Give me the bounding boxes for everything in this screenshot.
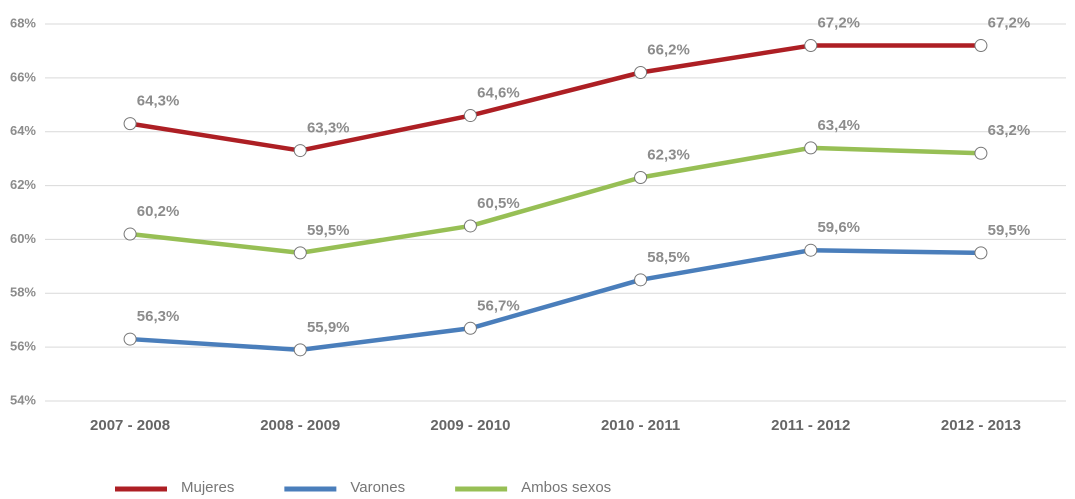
marker [974, 39, 988, 53]
line [129, 247, 981, 353]
data-label: 64,3% [137, 93, 180, 110]
marker [463, 109, 477, 123]
y-tick-label: 58% [10, 285, 36, 300]
marker [123, 227, 137, 241]
x-tick-label: 2008 - 2009 [260, 417, 340, 434]
marker [804, 39, 818, 53]
legend-label: Ambos sexos [521, 479, 611, 496]
x-tick-label: 2011 - 2012 [771, 417, 850, 434]
y-tick-label: 60% [10, 231, 36, 246]
x-tick-label: 2012 - 2013 [941, 417, 1021, 434]
marker [634, 170, 648, 184]
x-tick-label: 2007 - 2008 [90, 417, 170, 434]
line [129, 43, 981, 153]
data-label: 62,3% [647, 146, 690, 163]
x-tick-label: 2009 - 2010 [430, 417, 510, 434]
data-label: 67,2% [988, 15, 1031, 32]
y-tick-label: 54% [10, 392, 36, 407]
data-label: 60,5% [477, 195, 520, 212]
marker [634, 65, 648, 79]
data-label: 59,6% [817, 219, 860, 236]
marker [974, 146, 988, 160]
y-tick-label: 56% [10, 339, 36, 354]
data-label: 63,4% [817, 117, 860, 134]
data-label: 67,2% [817, 15, 860, 32]
marker [804, 243, 818, 257]
data-label: 56,7% [477, 297, 520, 314]
marker [293, 246, 307, 260]
data-label: 55,9% [307, 319, 350, 336]
marker [123, 332, 137, 346]
data-label: 56,3% [137, 308, 180, 325]
y-tick-label: 68% [10, 15, 36, 30]
x-tick-label: 2010 - 2011 [601, 417, 680, 434]
data-label: 59,5% [307, 222, 350, 239]
y-tick-label: 62% [10, 177, 36, 192]
data-label: 63,3% [307, 120, 350, 137]
marker [293, 144, 307, 158]
y-tick-label: 66% [10, 69, 36, 84]
data-label: 64,6% [477, 85, 520, 102]
marker [293, 343, 307, 357]
legend-label: Mujeres [181, 479, 234, 496]
data-label: 58,5% [647, 249, 690, 266]
marker [123, 117, 137, 131]
marker [463, 219, 477, 233]
legend-label: Varones [350, 479, 405, 496]
marker [804, 141, 818, 155]
marker [634, 273, 648, 287]
marker [463, 321, 477, 335]
data-label: 63,2% [988, 122, 1031, 139]
y-tick-label: 64% [10, 123, 36, 138]
data-label: 59,5% [988, 222, 1031, 239]
data-label: 66,2% [647, 41, 690, 58]
line [129, 145, 981, 256]
data-label: 60,2% [137, 203, 180, 220]
marker [974, 246, 988, 260]
